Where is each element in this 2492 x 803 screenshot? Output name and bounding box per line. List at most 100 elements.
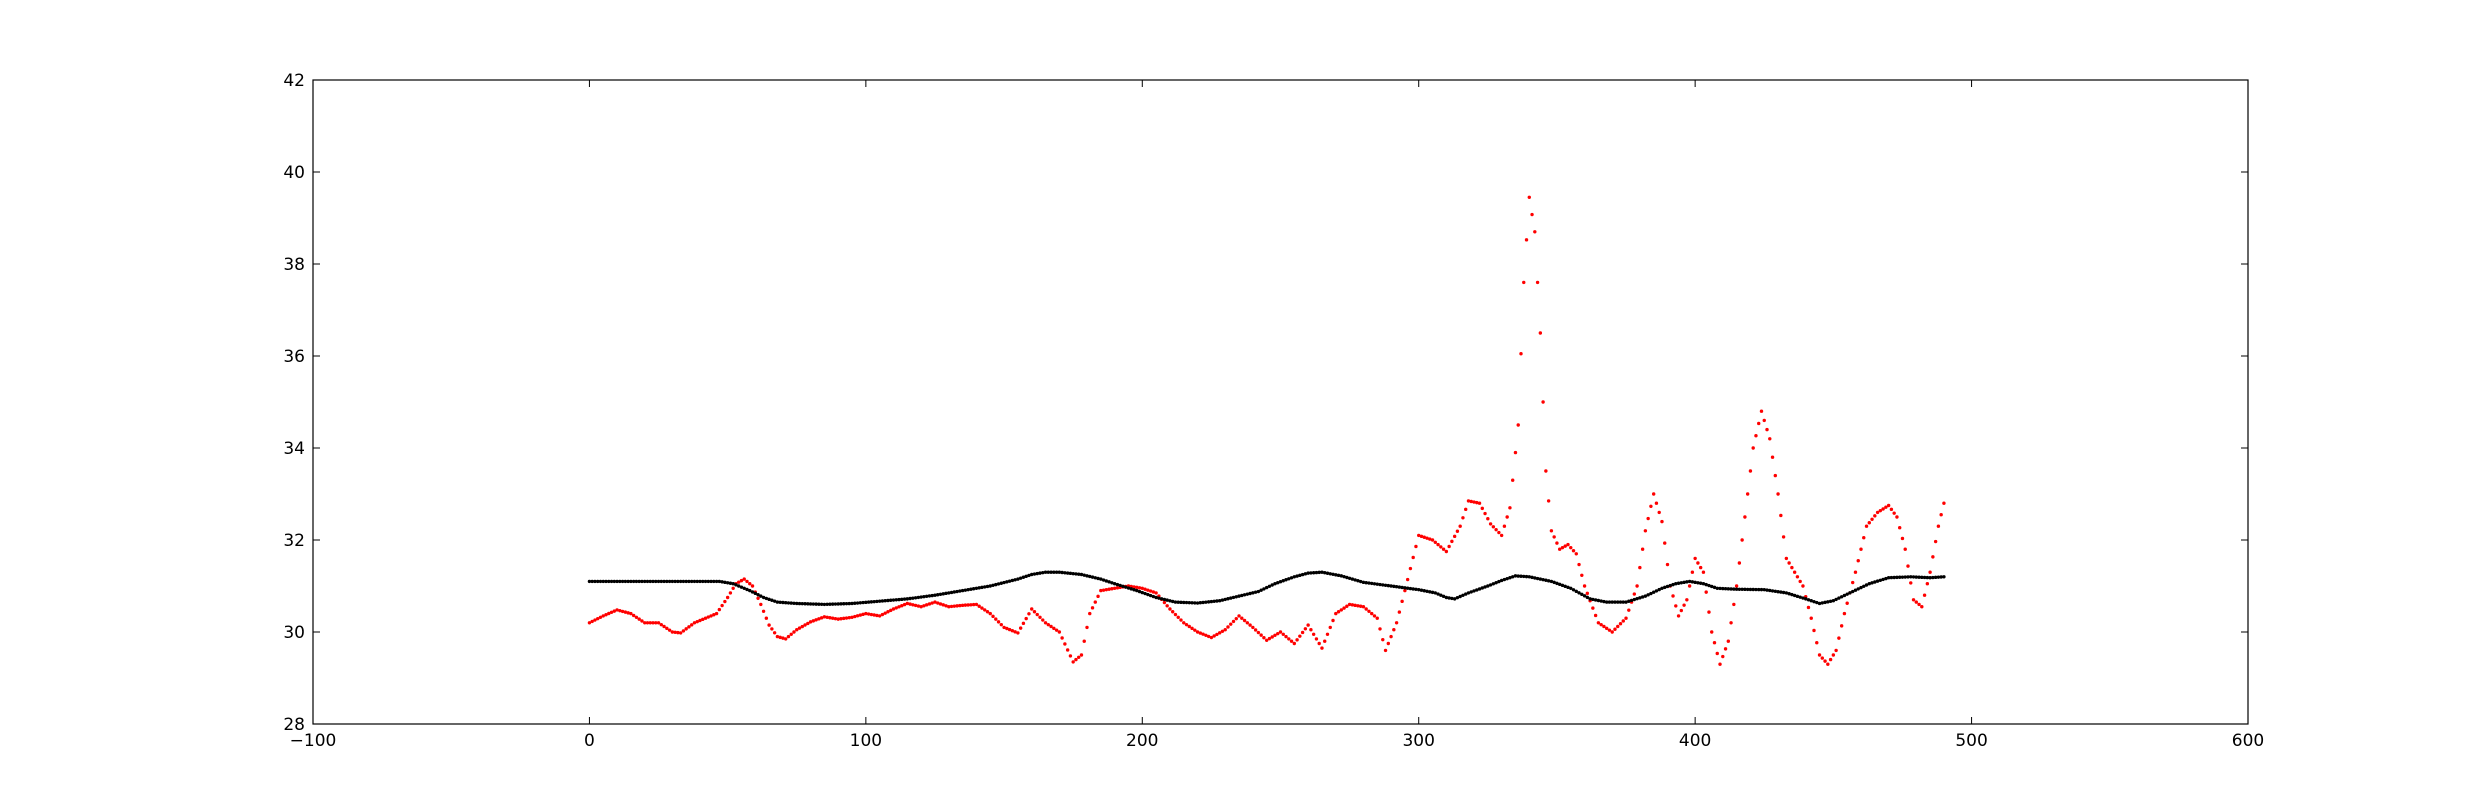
data-point-interp bbox=[883, 611, 887, 615]
data-point-interp bbox=[913, 603, 918, 608]
data-point-interp bbox=[949, 590, 954, 595]
data-point-interp bbox=[1571, 588, 1576, 592]
data-point-interp bbox=[1289, 576, 1294, 580]
data-point-interp bbox=[958, 589, 962, 593]
data-point bbox=[1088, 611, 1092, 616]
data-point bbox=[1527, 575, 1531, 579]
data-point bbox=[1444, 549, 1449, 554]
data-point-interp bbox=[631, 579, 636, 584]
data-point-interp bbox=[1914, 575, 1918, 579]
data-point-interp bbox=[999, 622, 1004, 627]
data-point-interp bbox=[930, 601, 934, 605]
data-point bbox=[1928, 576, 1932, 580]
data-point-interp bbox=[1740, 538, 1744, 542]
data-point bbox=[1588, 597, 1592, 601]
data-point-interp bbox=[1530, 575, 1534, 580]
data-point-interp bbox=[1632, 592, 1637, 596]
data-point-interp bbox=[1253, 628, 1258, 632]
data-point-interp bbox=[1215, 599, 1219, 603]
data-point-interp bbox=[1524, 238, 1529, 242]
data-point-interp bbox=[1262, 636, 1266, 640]
data-point bbox=[1433, 591, 1438, 595]
data-point-interp bbox=[745, 579, 749, 584]
data-point-interp bbox=[1405, 586, 1410, 590]
data-point-interp bbox=[620, 609, 625, 614]
data-point-interp bbox=[1193, 601, 1197, 605]
data-point-interp bbox=[991, 614, 995, 619]
data-point-interp bbox=[770, 627, 774, 631]
data-point-interp bbox=[966, 603, 970, 607]
data-point-interp bbox=[1436, 542, 1440, 547]
data-point-interp bbox=[1021, 621, 1026, 626]
data-point-interp bbox=[886, 598, 890, 603]
data-point-interp bbox=[761, 609, 766, 613]
data-point-interp bbox=[1563, 584, 1567, 589]
data-point-interp bbox=[1815, 641, 1819, 645]
data-point bbox=[703, 616, 708, 620]
data-point-interp bbox=[1878, 578, 1883, 582]
data-point bbox=[1831, 599, 1836, 603]
data-point-interp bbox=[1281, 632, 1285, 636]
data-point-interp bbox=[1795, 575, 1800, 579]
data-point bbox=[1693, 556, 1697, 561]
data-point-interp bbox=[1146, 592, 1150, 597]
data-point bbox=[1726, 639, 1731, 643]
data-point bbox=[1674, 582, 1678, 586]
data-point-interp bbox=[800, 624, 804, 629]
data-point-interp bbox=[1165, 598, 1169, 602]
data-point bbox=[1743, 515, 1747, 519]
data-point-interp bbox=[1508, 576, 1512, 580]
y-tick-label: 30 bbox=[283, 623, 305, 643]
data-point-interp bbox=[842, 616, 846, 621]
data-point bbox=[1508, 506, 1512, 510]
data-point-interp bbox=[1436, 592, 1440, 596]
data-point-interp bbox=[1345, 604, 1349, 608]
data-point bbox=[1676, 614, 1681, 618]
data-point-interp bbox=[1679, 608, 1684, 613]
data-point bbox=[1173, 600, 1178, 604]
data-point-interp bbox=[739, 578, 744, 583]
data-point bbox=[698, 579, 702, 584]
data-point-interp bbox=[1535, 280, 1540, 285]
data-point-interp bbox=[1743, 587, 1747, 592]
data-point-interp bbox=[1242, 618, 1247, 623]
data-point-interp bbox=[1071, 571, 1075, 576]
data-point-interp bbox=[1519, 574, 1523, 578]
data-point bbox=[1403, 588, 1407, 593]
data-point-interp bbox=[944, 591, 948, 596]
data-point-interp bbox=[952, 604, 957, 608]
data-point-interp bbox=[955, 604, 959, 608]
data-point-interp bbox=[634, 579, 639, 584]
data-point-interp bbox=[648, 621, 652, 625]
data-point-interp bbox=[1287, 577, 1291, 581]
data-point-interp bbox=[1367, 609, 1371, 613]
data-point-interp bbox=[1394, 585, 1399, 589]
data-point-interp bbox=[1770, 455, 1775, 459]
data-point-interp bbox=[853, 601, 857, 605]
data-point-interp bbox=[637, 579, 641, 584]
data-point bbox=[601, 614, 605, 618]
data-point-interp bbox=[1519, 352, 1523, 356]
data-point-interp bbox=[1148, 589, 1153, 593]
data-point-interp bbox=[1765, 427, 1769, 432]
data-point-interp bbox=[1533, 576, 1537, 580]
data-point-interp bbox=[1372, 582, 1377, 586]
data-point-interp bbox=[1638, 565, 1642, 570]
data-point-interp bbox=[908, 602, 912, 606]
data-point-interp bbox=[1430, 590, 1435, 595]
data-point-interp bbox=[1041, 618, 1045, 622]
data-point-interp bbox=[1870, 517, 1874, 521]
data-point-interp bbox=[690, 623, 694, 627]
data-point-interp bbox=[889, 598, 893, 602]
data-point-interp bbox=[1787, 561, 1791, 565]
data-point-interp bbox=[875, 613, 879, 618]
data-point-interp bbox=[1425, 536, 1429, 540]
data-point-interp bbox=[1541, 577, 1545, 582]
data-point-interp bbox=[1295, 638, 1299, 642]
data-point-interp bbox=[759, 594, 763, 598]
data-point bbox=[1942, 575, 1946, 579]
data-point bbox=[1768, 437, 1772, 441]
data-point-interp bbox=[1300, 630, 1305, 635]
x-tick-label: 300 bbox=[1402, 731, 1434, 751]
data-point-interp bbox=[1450, 539, 1454, 544]
